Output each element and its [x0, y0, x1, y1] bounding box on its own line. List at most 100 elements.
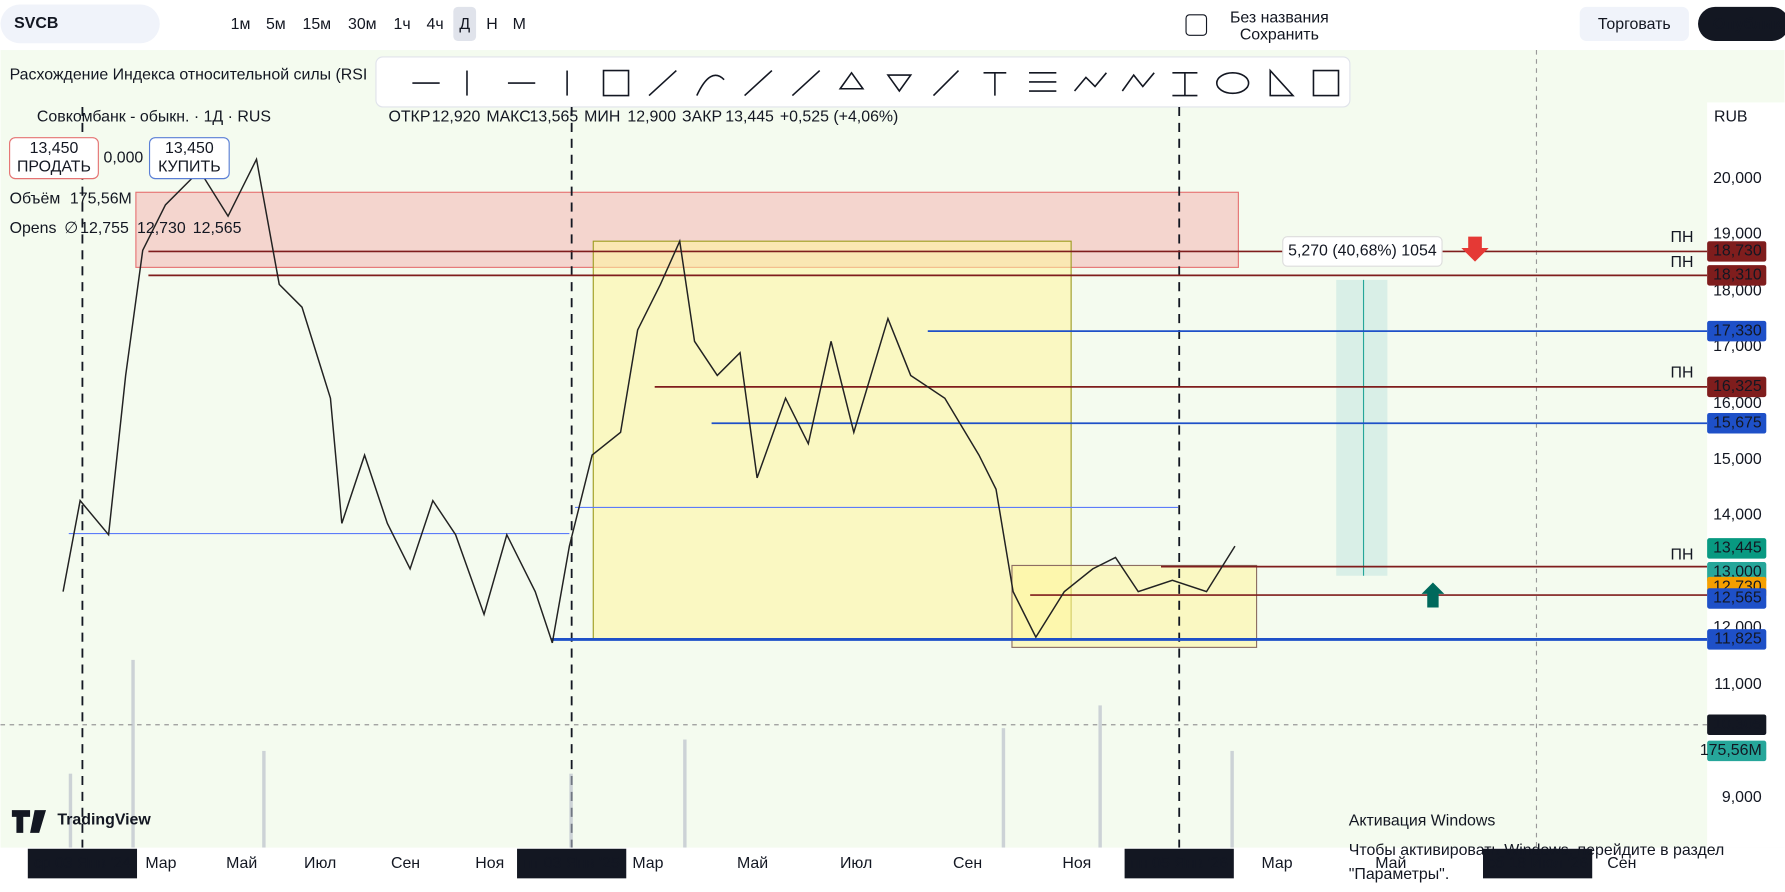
- symbol[interactable]: SVCB: [14, 15, 58, 32]
- time-tick: Ноя: [1062, 855, 1091, 872]
- interval[interactable]: М: [513, 16, 526, 33]
- level-tag: ПН: [1671, 546, 1694, 563]
- interval[interactable]: Н: [486, 16, 498, 33]
- ohlc-label: ОТКР: [388, 108, 430, 125]
- level-tag: ПН: [1671, 254, 1694, 271]
- ohlc-value: 13,445: [725, 108, 774, 125]
- arrow-down: [1461, 236, 1489, 262]
- publish-button[interactable]: [1698, 6, 1785, 41]
- trade-label[interactable]: Торговать: [1598, 16, 1671, 33]
- price-badge-label: 18,310: [1713, 267, 1762, 284]
- volume-bars: [68, 659, 1234, 848]
- opens-value: 12,730: [137, 220, 186, 237]
- time-badge: [517, 848, 627, 879]
- price-badge: [1707, 413, 1767, 434]
- ohlc-label: МИН: [584, 108, 620, 125]
- time-tick: Ноя: [475, 855, 504, 872]
- publish-label[interactable]: Опублики: [1713, 16, 1785, 33]
- price-badge-label: 15,675: [1713, 414, 1762, 431]
- currency[interactable]: RUB: [1714, 108, 1748, 125]
- zone-yellow: [592, 240, 1072, 640]
- ohlc-value: 12,920: [432, 108, 481, 125]
- buy-label: КУПИТЬ: [158, 158, 221, 175]
- opens-value: 12,755: [80, 220, 129, 237]
- measure-box: [1282, 236, 1443, 267]
- price-line: [62, 156, 1236, 644]
- price-badge-label: 18,730: [1713, 243, 1762, 260]
- price-tick: 16,000: [1713, 395, 1762, 412]
- time-tick: Сен: [1607, 855, 1636, 872]
- volume-label: Объём: [10, 190, 61, 207]
- ohlc-value: 13,565: [530, 108, 579, 125]
- buy-price: 13,450: [165, 140, 214, 157]
- watermark: Чтобы активировать Windows, перейдите в …: [1349, 842, 1725, 859]
- price-tick: 18,000: [1713, 282, 1762, 299]
- price-tick: 11,000: [1714, 676, 1762, 693]
- legend-name: Совкомбанк - обыкн. · 1Д · RUS: [37, 108, 271, 125]
- price-badge-label: 11,825: [1714, 631, 1762, 648]
- price-badge-label: 17,330: [1713, 322, 1762, 339]
- time-tick: сб 18 Июл '26: [1487, 855, 1588, 872]
- ohlc-value: 12,900: [627, 108, 676, 125]
- spread: 0,000: [103, 149, 143, 166]
- layout-icon[interactable]: [1185, 14, 1208, 36]
- sell-button[interactable]: [9, 137, 99, 180]
- time-tick: Май: [1375, 855, 1406, 872]
- price-badge-label: 10,305: [1713, 716, 1762, 733]
- interval[interactable]: 15м: [302, 16, 331, 33]
- interval[interactable]: Д: [459, 16, 470, 33]
- sell-price: 13,450: [30, 140, 79, 157]
- time-tick: Мар: [145, 855, 176, 872]
- time-badge: [1124, 848, 1234, 879]
- watermark: "Параметры".: [1349, 866, 1450, 883]
- top-toolbar: [0, 0, 1785, 51]
- active-interval: [453, 6, 477, 41]
- price-tick: 15,000: [1713, 451, 1762, 468]
- measure-area: [1336, 279, 1388, 576]
- opens-value: 12,565: [193, 220, 242, 237]
- time-tick: Мар: [632, 855, 663, 872]
- time-tick: Июл: [304, 855, 336, 872]
- interval[interactable]: 5м: [266, 16, 286, 33]
- level-tag: ПН: [1671, 229, 1694, 246]
- price-tick: 19,000: [1713, 226, 1762, 243]
- price-badge: [1707, 241, 1767, 262]
- price-tick: 20,000: [1713, 170, 1762, 187]
- time-tick: пт 03 Янв '25: [523, 855, 619, 872]
- price-badge-label: 175,56M: [1700, 742, 1762, 759]
- buy-button[interactable]: [148, 137, 230, 180]
- save-label: Сохранить: [1240, 26, 1319, 43]
- trade-button[interactable]: [1579, 6, 1689, 41]
- interval[interactable]: 30м: [348, 16, 377, 33]
- price-badge-label: 13,000: [1713, 563, 1762, 580]
- price-badge: [1707, 714, 1767, 735]
- price-badge: [1707, 629, 1767, 650]
- price-tick: 17,000: [1713, 338, 1762, 355]
- interval[interactable]: 4ч: [427, 16, 444, 33]
- price-badge-label: 12,565: [1713, 590, 1762, 607]
- symbol-box[interactable]: [0, 4, 160, 44]
- price-badge: [1707, 376, 1767, 398]
- time-tick: Май: [737, 855, 768, 872]
- time-tick: пн 05 Янв '26: [1130, 855, 1228, 872]
- price-badge: [1707, 265, 1767, 286]
- logo: TradingView: [57, 812, 151, 829]
- time-badge: [27, 848, 138, 879]
- interval[interactable]: 1м: [231, 16, 251, 33]
- drawing-tools[interactable]: [412, 68, 1340, 97]
- price-badge: [1707, 320, 1767, 342]
- price-badge-label: 13,445: [1713, 540, 1762, 557]
- layout-title: Без названия: [1230, 9, 1329, 26]
- level-tag: ПН: [1671, 364, 1694, 381]
- level-lines: [68, 250, 1708, 641]
- time-badge: [1482, 848, 1593, 879]
- price-axis: [1707, 102, 1785, 848]
- price-tick: 14,000: [1713, 507, 1762, 524]
- time-tick: Июл: [840, 855, 872, 872]
- price-badge-label: 16,325: [1713, 378, 1762, 395]
- price-badge: [1707, 588, 1767, 609]
- time-tick: Сен: [953, 855, 982, 872]
- interval[interactable]: 1ч: [394, 16, 411, 33]
- price-badge: [1707, 740, 1767, 762]
